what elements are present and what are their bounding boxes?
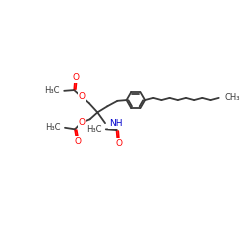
Text: CH₃: CH₃ [225, 94, 240, 102]
Text: H₃C: H₃C [44, 86, 60, 95]
Text: O: O [78, 118, 86, 127]
Text: H₃C: H₃C [86, 125, 101, 134]
Text: H₃C: H₃C [45, 123, 60, 132]
Text: O: O [74, 137, 82, 146]
Text: O: O [78, 92, 86, 102]
Text: O: O [72, 73, 79, 82]
Text: O: O [116, 139, 122, 148]
Text: NH: NH [109, 120, 122, 128]
